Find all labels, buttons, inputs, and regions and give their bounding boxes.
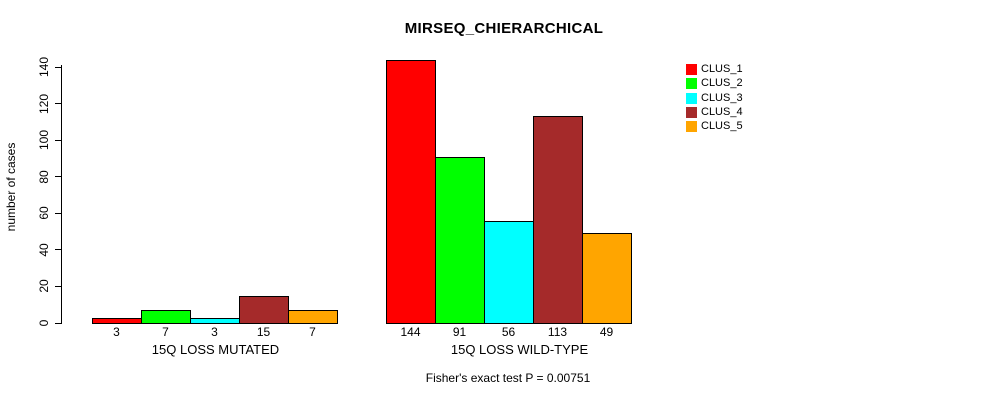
bar-clus_2-group2 xyxy=(435,157,485,324)
y-tick xyxy=(55,176,61,178)
bar-clus_5-group1 xyxy=(288,310,338,324)
bar-clus_4-group1 xyxy=(239,296,289,324)
y-tick xyxy=(55,285,61,287)
bar-value-label: 49 xyxy=(599,325,614,339)
legend-label: CLUS_1 xyxy=(701,63,743,75)
bar-clus_5-group2 xyxy=(582,233,632,324)
bar-value-label: 113 xyxy=(547,325,568,339)
y-axis-label: number of cases xyxy=(4,142,18,232)
fisher-test-annotation: Fisher's exact test P = 0.00751 xyxy=(425,371,591,385)
y-tick xyxy=(55,249,61,251)
y-tick-label: 20 xyxy=(37,279,51,294)
y-tick-label: 60 xyxy=(37,206,51,220)
y-tick-label: 100 xyxy=(37,130,51,151)
y-tick xyxy=(55,66,61,68)
legend-swatch-icon xyxy=(686,78,697,90)
group-label-2: 15Q LOSS WILD-TYPE xyxy=(450,342,589,357)
legend-label: CLUS_4 xyxy=(701,105,743,118)
y-tick-label: 0 xyxy=(37,319,51,327)
y-tick-label: 140 xyxy=(37,56,51,78)
legend-swatch-icon xyxy=(686,121,697,133)
y-tick xyxy=(55,322,61,324)
legend-swatch-icon xyxy=(686,92,697,104)
chart-title: MIRSEQ_CHIERARCHICAL xyxy=(404,20,604,37)
bar-clus_1-group2 xyxy=(386,60,436,324)
bar-clus_3-group2 xyxy=(484,221,534,324)
bar-value-label: 91 xyxy=(452,325,467,339)
legend-swatch-icon xyxy=(686,106,697,118)
group-label-1: 15Q LOSS MUTATED xyxy=(151,342,280,357)
bar-value-label: 144 xyxy=(400,325,421,339)
bar-clus_3-group1 xyxy=(190,318,240,324)
bar-value-label: 7 xyxy=(162,325,169,339)
bar-value-label: 7 xyxy=(309,325,316,339)
bar-clus_1-group1 xyxy=(92,318,142,324)
bar-clus_2-group1 xyxy=(141,310,191,324)
bar-value-label: 3 xyxy=(113,325,120,339)
legend-label: CLUS_2 xyxy=(701,77,743,90)
y-axis-line xyxy=(61,65,62,324)
legend-swatch-icon xyxy=(686,64,697,75)
y-tick xyxy=(55,212,61,214)
y-tick xyxy=(55,139,61,141)
y-tick-label: 40 xyxy=(37,243,51,257)
legend-label: CLUS_3 xyxy=(701,91,743,104)
bar-clus_4-group2 xyxy=(533,116,583,324)
y-tick-label: 80 xyxy=(37,170,51,184)
bar-value-label: 3 xyxy=(211,325,218,339)
legend-label: CLUS_5 xyxy=(701,120,743,133)
bar-value-label: 56 xyxy=(501,325,516,339)
y-tick xyxy=(55,103,61,105)
bar-value-label: 15 xyxy=(256,325,271,339)
y-tick-label: 120 xyxy=(37,93,51,114)
